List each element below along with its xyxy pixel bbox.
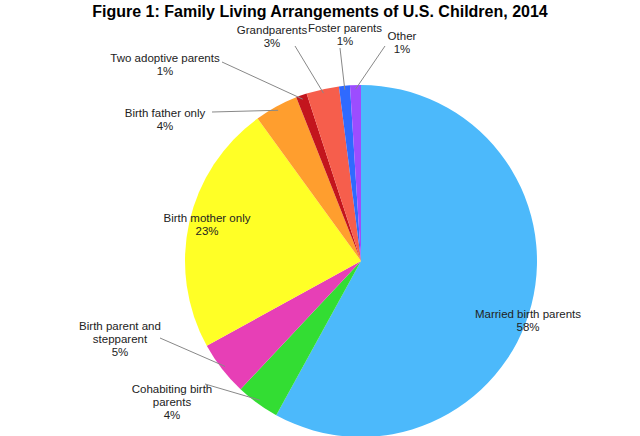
html-text:Figure 1: Family Living Arrang: Figure 1: Family Living Arrangements of …: [92, 3, 548, 20]
svg-text:Birth mother only23%: Birth mother only23%: [164, 212, 251, 237]
svg-text:Birth father only4%: Birth father only4%: [125, 107, 206, 132]
svg-text:Married birth parents58%: Married birth parents58%: [475, 308, 581, 333]
svg-text:Grandparents3%: Grandparents3%: [237, 24, 308, 49]
svg-text:Foster parents1%: Foster parents1%: [308, 22, 382, 47]
svg-text:Two adoptive parents1%: Two adoptive parents1%: [110, 52, 220, 77]
svg-text:Cohabiting birthparents4%: Cohabiting birthparents4%: [132, 383, 213, 421]
svg-text:Other1%: Other1%: [388, 30, 417, 55]
svg-text:Birth parent andstepparent5%: Birth parent andstepparent5%: [79, 320, 161, 358]
